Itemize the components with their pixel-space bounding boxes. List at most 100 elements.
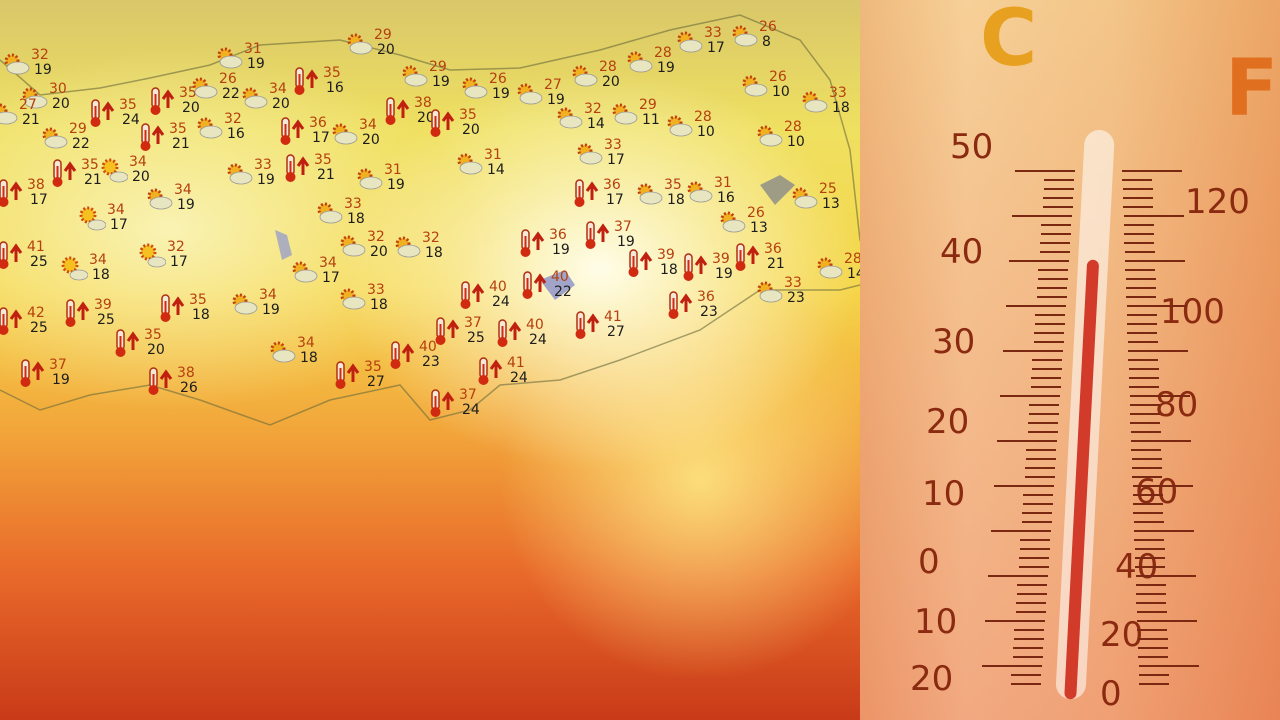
weather-station: 31 19	[213, 42, 265, 76]
weather-station: 32 16	[193, 112, 245, 146]
high-temp: 35	[179, 85, 197, 101]
weather-station: 29 22	[38, 122, 90, 156]
weather-station: 32 19	[0, 48, 52, 82]
scale-tick	[1134, 530, 1194, 532]
low-temp: 24	[529, 332, 547, 348]
high-temp: 29	[639, 97, 657, 113]
scale-tick	[1021, 521, 1052, 523]
high-temp: 29	[429, 59, 447, 75]
scale-tick	[1126, 305, 1187, 307]
scale-tick	[1135, 566, 1166, 568]
high-temp: 30	[49, 81, 67, 97]
scale-tick	[1122, 170, 1182, 172]
low-temp: 25	[97, 312, 115, 328]
fahrenheit-scale-label: 80	[1155, 385, 1199, 425]
thermometer-up-icon	[283, 153, 313, 183]
low-temp: 17	[30, 192, 48, 208]
partly-cloudy-icon	[753, 120, 783, 150]
weather-station: 29 19	[398, 60, 450, 94]
low-temp: 21	[172, 136, 190, 152]
weather-station: 40 22	[520, 270, 572, 304]
weather-station: 38 26	[146, 366, 198, 400]
scale-tick	[991, 530, 1051, 532]
high-temp: 38	[177, 365, 195, 381]
sunny-cloud-icon	[58, 253, 89, 283]
low-temp: 18	[832, 100, 850, 116]
low-temp: 19	[257, 172, 275, 188]
scale-tick	[1128, 350, 1188, 352]
weather-station: 34 18	[266, 336, 318, 370]
scale-tick	[1043, 188, 1074, 190]
scale-tick	[1016, 602, 1047, 604]
fahrenheit-unit: F	[1225, 44, 1279, 134]
scale-tick	[1133, 512, 1164, 514]
high-temp: 35	[664, 177, 682, 193]
scale-tick	[1137, 620, 1197, 622]
partly-cloudy-icon	[288, 256, 318, 286]
low-temp: 14	[487, 162, 505, 178]
high-temp: 33	[254, 157, 272, 173]
high-temp: 28	[844, 251, 862, 267]
scale-tick	[1125, 278, 1156, 280]
low-temp: 19	[177, 197, 195, 213]
high-temp: 25	[819, 181, 837, 197]
scale-tick	[1134, 548, 1165, 550]
scale-tick	[1030, 386, 1061, 388]
scale-tick	[1040, 233, 1071, 235]
thermometer-up-icon	[383, 96, 413, 126]
scale-tick	[1013, 647, 1044, 649]
scale-tick	[1132, 485, 1193, 487]
scale-tick	[1129, 386, 1160, 388]
low-temp: 22	[554, 284, 572, 300]
low-temp: 19	[247, 56, 265, 72]
scale-tick	[1135, 584, 1166, 586]
high-temp: 34	[259, 287, 277, 303]
sunny-cloud-icon	[76, 203, 107, 233]
scale-tick	[1123, 215, 1184, 217]
partly-cloudy-icon	[798, 86, 828, 116]
high-temp: 33	[367, 282, 385, 298]
scale-tick	[1034, 332, 1065, 334]
thermometer-up-icon	[0, 178, 26, 208]
high-temp: 26	[759, 19, 777, 35]
scale-tick	[1041, 224, 1072, 226]
weather-station: 27 21	[0, 98, 40, 132]
low-temp: 20	[362, 132, 380, 148]
thermometer-up-icon	[573, 310, 603, 340]
partly-cloudy-icon	[336, 283, 366, 313]
low-temp: 24	[122, 112, 140, 128]
weather-station: 35 21	[283, 153, 335, 187]
thermometer-up-icon	[0, 306, 26, 336]
scale-tick	[1138, 665, 1199, 667]
weather-station: 35 18	[633, 178, 685, 212]
low-temp: 21	[317, 167, 335, 183]
high-temp: 28	[654, 45, 672, 61]
low-temp: 25	[467, 330, 485, 346]
partly-cloudy-icon	[38, 122, 68, 152]
low-temp: 18	[192, 307, 210, 323]
high-temp: 29	[374, 27, 392, 43]
high-temp: 28	[599, 59, 617, 75]
low-temp: 24	[462, 402, 480, 418]
low-temp: 22	[72, 136, 90, 152]
scale-tick	[1006, 305, 1066, 307]
scale-tick	[1127, 323, 1158, 325]
scale-tick	[1129, 404, 1160, 406]
high-temp: 32	[224, 111, 242, 127]
low-temp: 14	[587, 116, 605, 132]
weather-station: 26 8	[728, 20, 777, 54]
high-temp: 31	[714, 175, 732, 191]
low-temp: 21	[84, 172, 102, 188]
partly-cloudy-icon	[513, 78, 543, 108]
weather-station: 35 27	[333, 360, 385, 394]
thermometer-up-icon	[583, 220, 613, 250]
scale-tick	[1125, 260, 1185, 262]
weather-station: 36 17	[572, 178, 624, 212]
thermometer-up-icon	[428, 388, 458, 418]
celsius-scale-label: 30	[932, 322, 976, 362]
scale-tick	[1025, 458, 1056, 460]
high-temp: 33	[704, 25, 722, 41]
thermometer-up-icon	[18, 358, 48, 388]
weather-station: 28 14	[813, 252, 865, 286]
scale-tick	[1128, 377, 1159, 379]
